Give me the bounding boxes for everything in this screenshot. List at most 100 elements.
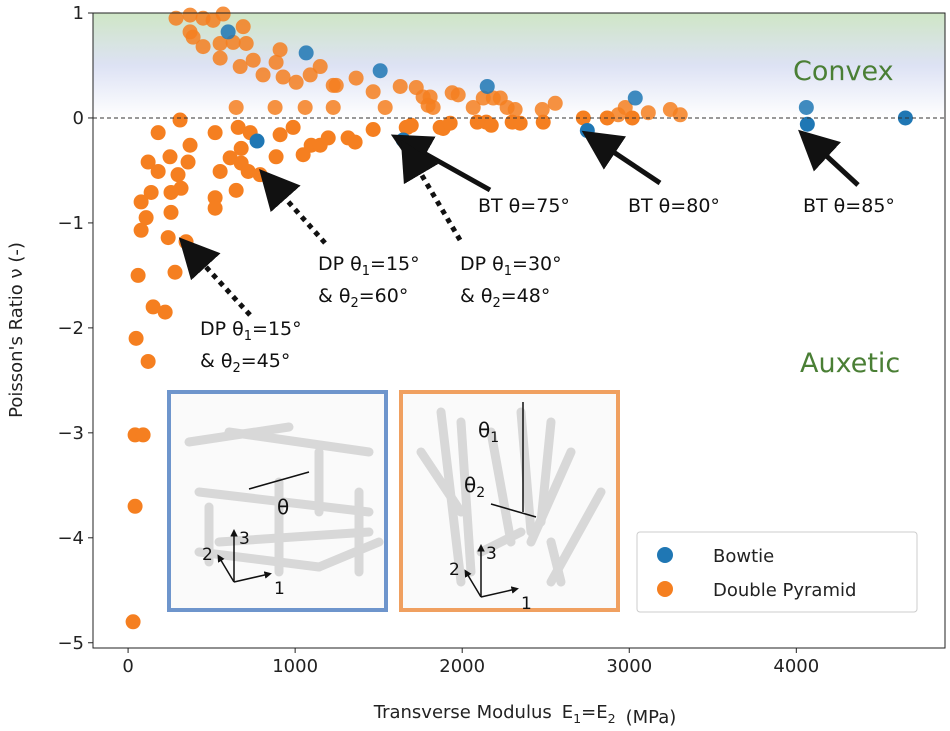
annotation-label: DP θ1=15° & θ2=60°	[318, 253, 420, 311]
svg-text:3: 3	[239, 529, 250, 549]
double-pyramid-point	[150, 125, 166, 141]
double-pyramid-point	[145, 299, 161, 315]
double-pyramid-point	[547, 95, 563, 111]
y-tick-label: −3	[57, 423, 84, 444]
double-pyramid-point	[348, 70, 364, 86]
double-pyramid-point	[240, 163, 256, 179]
legend: Bowtie Double Pyramid	[636, 531, 918, 613]
double-pyramid-point	[365, 84, 381, 100]
double-pyramid-point	[420, 97, 436, 113]
double-pyramid-point	[392, 78, 408, 94]
y-tick-label: 1	[73, 3, 84, 24]
legend-marker-double-pyramid	[657, 581, 673, 597]
annotation-label: BT θ=75°	[478, 195, 570, 217]
double-pyramid-point	[133, 194, 149, 210]
double-pyramid-point	[182, 7, 198, 23]
svg-text:2: 2	[449, 560, 460, 580]
double-pyramid-point	[267, 99, 283, 115]
double-pyramid-point	[172, 112, 188, 128]
convex-label: Convex	[793, 56, 894, 87]
annotation-arrow	[798, 129, 860, 187]
annotation-arrow	[390, 134, 492, 193]
legend-label-double-pyramid: Double Pyramid	[713, 580, 856, 601]
double-pyramid-point	[403, 117, 419, 133]
double-pyramid-point	[135, 427, 151, 443]
double-pyramid-point	[275, 69, 291, 85]
double-pyramid-point	[228, 182, 244, 198]
bowtie-point	[627, 90, 643, 106]
x-tick-label: 2000	[439, 656, 485, 677]
double-pyramid-point	[168, 10, 184, 26]
double-pyramid-point	[302, 67, 318, 83]
double-pyramid-point	[245, 52, 261, 68]
bowtie-inset: θ 1 2 3	[167, 390, 388, 612]
double-pyramid-point	[140, 154, 156, 170]
x-tick-label: 4000	[773, 656, 819, 677]
double-pyramid-point	[297, 99, 313, 115]
x-tick-label: 3000	[606, 656, 652, 677]
annotation-arrow	[178, 237, 252, 317]
double-pyramid-point	[130, 267, 146, 283]
double-pyramid-point	[185, 29, 201, 45]
double-pyramid-point	[228, 99, 244, 115]
double-pyramid-point	[288, 74, 304, 90]
double-pyramid-point	[125, 614, 141, 630]
double-pyramid-point	[160, 230, 176, 246]
double-pyramid-point	[252, 167, 268, 183]
double-pyramid-point	[465, 99, 481, 115]
bowtie-point	[579, 123, 595, 139]
double-pyramid-point	[469, 114, 485, 130]
double-pyramid-point	[143, 184, 159, 200]
double-pyramid-point	[128, 330, 144, 346]
double-pyramid-point	[640, 105, 656, 121]
double-pyramid-point	[485, 90, 501, 106]
annotation-arrow	[400, 139, 463, 242]
svg-text:3: 3	[486, 544, 497, 564]
double-pyramid-point	[325, 99, 341, 115]
double-pyramid-point	[235, 19, 251, 35]
svg-text:1: 1	[521, 594, 532, 614]
double-pyramid-point	[483, 117, 499, 133]
double-pyramid-point	[365, 122, 381, 138]
double-pyramid-point	[212, 50, 228, 66]
double-pyramid-point	[180, 154, 196, 170]
double-pyramid-point	[285, 119, 301, 135]
double-pyramid-point	[207, 125, 223, 141]
double-pyramid-point	[133, 222, 149, 238]
bowtie-point	[249, 133, 265, 149]
double-pyramid-point	[377, 99, 393, 115]
double-pyramid-point	[312, 59, 328, 75]
double-pyramid-point	[127, 498, 143, 514]
bowtie-point	[479, 78, 495, 94]
y-tick-label: 0	[73, 108, 84, 129]
annotation-label: DP θ1=30° & θ2=48°	[460, 253, 562, 311]
double-pyramid-point	[444, 85, 460, 101]
y-tick-label: −5	[57, 633, 84, 654]
double-pyramid-point	[238, 35, 254, 51]
double-pyramid-point	[157, 304, 173, 320]
double-pyramid-point	[207, 200, 223, 216]
double-pyramid-point	[170, 167, 186, 183]
bowtie-point	[799, 116, 815, 132]
double-pyramid-point	[272, 127, 288, 143]
svg-text:θ1: θ1	[478, 418, 499, 446]
legend-marker-bowtie	[657, 547, 673, 563]
bowtie-point	[798, 99, 814, 115]
bowtie-point	[372, 63, 388, 79]
y-tick-label: −1	[57, 213, 84, 234]
plot-frame	[92, 12, 946, 649]
double-pyramid-point	[212, 163, 228, 179]
double-pyramid-point	[230, 119, 246, 135]
bowtie-point	[220, 24, 236, 40]
double-pyramid-point	[233, 140, 249, 156]
double-pyramid-inset: θ1 θ2 1 2 3	[399, 390, 620, 614]
double-pyramid-point	[215, 6, 231, 22]
double-pyramid-point	[140, 353, 156, 369]
double-pyramid-point	[163, 204, 179, 220]
double-pyramid-point	[167, 264, 183, 280]
double-pyramid-point	[534, 102, 550, 118]
double-pyramid-point	[504, 114, 520, 130]
y-axis-label: Poisson's Ratio ν (-)	[6, 242, 27, 418]
double-pyramid-point	[232, 59, 248, 75]
